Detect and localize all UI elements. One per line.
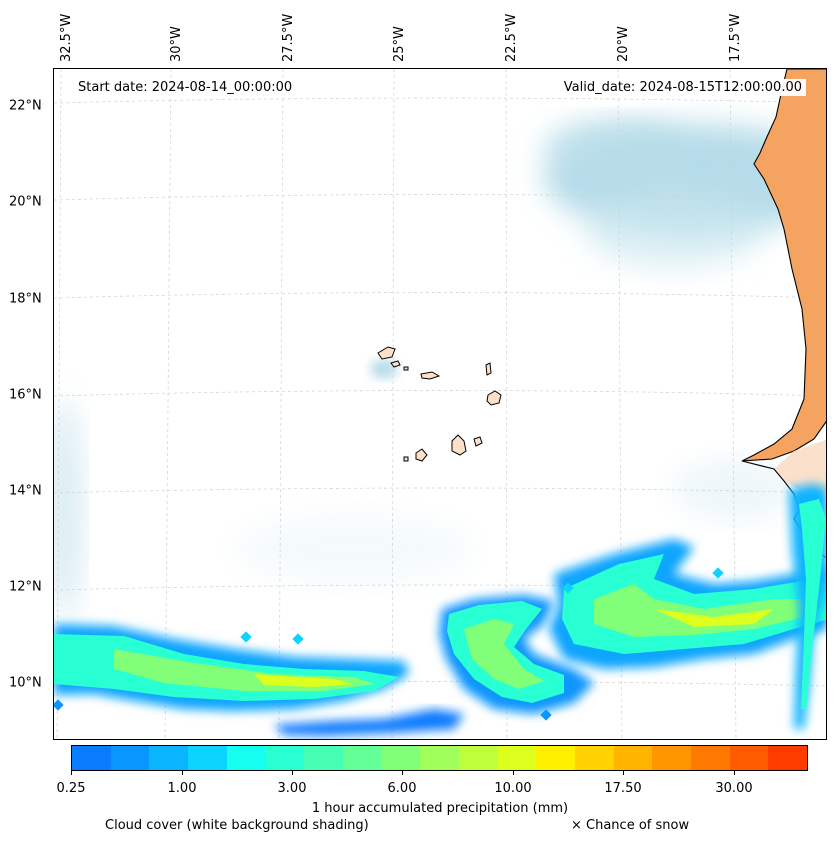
colorbar-swatch <box>188 746 227 770</box>
island <box>415 448 428 462</box>
colorbar-tick-label: 0.25 <box>56 781 86 796</box>
start-date-label: Start date: 2024-08-14_00:00:00 <box>74 79 297 96</box>
island <box>485 362 492 376</box>
island <box>403 456 409 462</box>
colorbar-swatch <box>458 746 498 770</box>
island <box>390 360 401 368</box>
cape-verde-islands <box>377 346 502 462</box>
colorbar-tick-label: 10.00 <box>494 781 532 796</box>
colorbar-tick <box>292 771 293 775</box>
lat-label: 18°N <box>9 291 42 307</box>
colorbar-swatch <box>110 746 150 770</box>
colorbar-swatch <box>691 746 730 770</box>
island <box>451 434 467 456</box>
island <box>420 371 441 380</box>
colorbar-tick <box>182 771 183 775</box>
colorbar-tick-label: 30.00 <box>715 781 753 796</box>
colorbar-tick <box>402 771 403 775</box>
colorbar-tick <box>513 771 514 775</box>
colorbar-title: 1 hour accumulated precipitation (mm) <box>311 801 569 816</box>
lon-label: 27.5°W <box>281 13 296 62</box>
snow-legend: × Chance of snow <box>571 818 690 833</box>
lat-label: 22°N <box>9 98 42 114</box>
colorbar-tick-label: 1.00 <box>167 781 197 796</box>
lon-label: 22.5°W <box>504 13 519 62</box>
colorbar-swatch <box>497 746 537 770</box>
colorbar-swatch <box>652 746 691 770</box>
lon-label: 30°W <box>169 26 184 62</box>
colorbar-swatch <box>265 746 305 770</box>
lon-label: 32.5°W <box>59 13 74 62</box>
map-panel[interactable]: Start date: 2024-08-14_00:00:00 Valid_da… <box>53 68 827 740</box>
island <box>377 346 396 360</box>
lat-label: 16°N <box>9 387 42 403</box>
colorbar-swatch <box>72 746 111 770</box>
lat-label: 20°N <box>9 194 42 210</box>
lon-label: 25°W <box>392 26 407 62</box>
colorbar-swatch <box>729 746 769 770</box>
cloud-shading <box>54 119 826 619</box>
colorbar-tick <box>71 771 72 775</box>
valid-date-label: Valid_date: 2024-08-15T12:00:00.00 <box>559 79 806 96</box>
colorbar-tick-label: 3.00 <box>277 781 307 796</box>
island <box>486 390 502 406</box>
lon-label: 17.5°W <box>728 13 743 62</box>
lat-label: 14°N <box>9 483 42 499</box>
map-canvas <box>54 69 826 739</box>
colorbar-swatch <box>613 746 653 770</box>
colorbar-swatch <box>149 746 189 770</box>
lat-label: 10°N <box>9 675 42 691</box>
colorbar-tick <box>623 771 624 775</box>
colorbar-swatch <box>304 746 343 770</box>
colorbar-swatch <box>420 746 459 770</box>
colorbar-swatch <box>342 746 382 770</box>
precipitation-swaths <box>54 484 826 736</box>
colorbar-swatch <box>574 746 614 770</box>
colorbar-tick-label: 17.50 <box>604 781 642 796</box>
cloud-cover-legend: Cloud cover (white background shading) <box>105 818 369 833</box>
lat-label: 12°N <box>9 579 42 595</box>
colorbar-swatch <box>381 746 421 770</box>
colorbar-swatch <box>768 746 808 770</box>
colorbar-swatch <box>226 746 266 770</box>
colorbar-tick <box>734 771 735 775</box>
lon-label: 20°W <box>616 26 631 62</box>
island <box>403 366 409 371</box>
colorbar-swatch <box>536 746 575 770</box>
precipitation-colorbar <box>71 745 808 771</box>
colorbar-tick-label: 6.00 <box>387 781 417 796</box>
island <box>473 436 483 447</box>
